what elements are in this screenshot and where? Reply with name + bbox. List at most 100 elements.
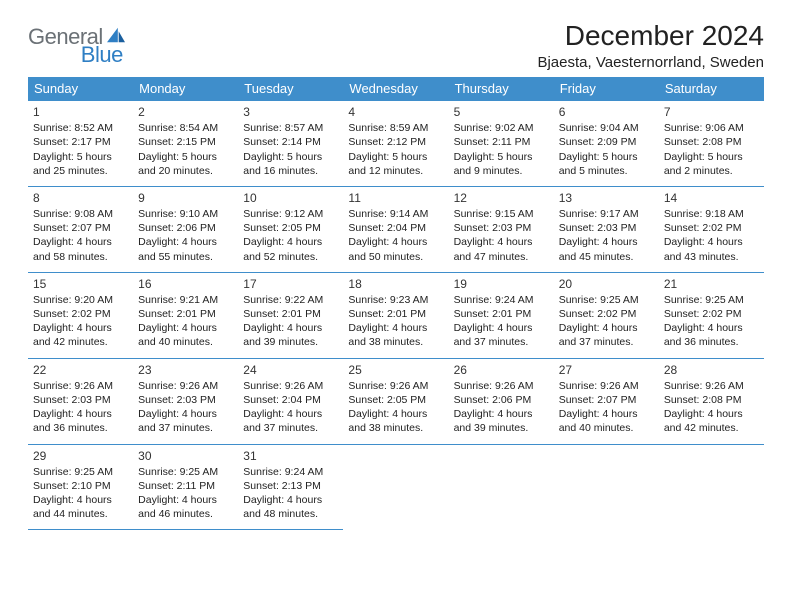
calendar-day: 19Sunrise: 9:24 AMSunset: 2:01 PMDayligh… <box>449 272 554 358</box>
calendar-day: 13Sunrise: 9:17 AMSunset: 2:03 PMDayligh… <box>554 186 659 272</box>
day-number: 28 <box>664 362 759 378</box>
calendar-day: 3Sunrise: 8:57 AMSunset: 2:14 PMDaylight… <box>238 101 343 187</box>
daylight-line: Daylight: 5 hours and 20 minutes. <box>138 150 233 178</box>
day-number: 30 <box>138 448 233 464</box>
brand-text-2: Blue <box>81 42 123 68</box>
daylight-line: Daylight: 4 hours and 58 minutes. <box>33 235 128 263</box>
day-number: 11 <box>348 190 443 206</box>
sunrise-line: Sunrise: 8:54 AM <box>138 121 233 135</box>
day-number: 25 <box>348 362 443 378</box>
day-number: 2 <box>138 104 233 120</box>
day-number: 6 <box>559 104 654 120</box>
day-number: 4 <box>348 104 443 120</box>
sunrise-line: Sunrise: 9:14 AM <box>348 207 443 221</box>
daylight-line: Daylight: 4 hours and 55 minutes. <box>138 235 233 263</box>
sunrise-line: Sunrise: 9:02 AM <box>454 121 549 135</box>
sunset-line: Sunset: 2:03 PM <box>33 393 128 407</box>
calendar-day: 7Sunrise: 9:06 AMSunset: 2:08 PMDaylight… <box>659 101 764 187</box>
sunrise-line: Sunrise: 9:06 AM <box>664 121 759 135</box>
sunrise-line: Sunrise: 9:22 AM <box>243 293 338 307</box>
sunset-line: Sunset: 2:02 PM <box>664 221 759 235</box>
day-header: Tuesday <box>238 77 343 101</box>
daylight-line: Daylight: 4 hours and 44 minutes. <box>33 493 128 521</box>
calendar-day: 14Sunrise: 9:18 AMSunset: 2:02 PMDayligh… <box>659 186 764 272</box>
sunset-line: Sunset: 2:14 PM <box>243 135 338 149</box>
sunset-line: Sunset: 2:04 PM <box>243 393 338 407</box>
calendar-week: 8Sunrise: 9:08 AMSunset: 2:07 PMDaylight… <box>28 186 764 272</box>
sunrise-line: Sunrise: 9:25 AM <box>138 465 233 479</box>
calendar-day-empty <box>554 444 659 530</box>
sunrise-line: Sunrise: 9:26 AM <box>559 379 654 393</box>
calendar-day: 31Sunrise: 9:24 AMSunset: 2:13 PMDayligh… <box>238 444 343 530</box>
calendar-day: 20Sunrise: 9:25 AMSunset: 2:02 PMDayligh… <box>554 272 659 358</box>
daylight-line: Daylight: 4 hours and 36 minutes. <box>33 407 128 435</box>
calendar-day: 5Sunrise: 9:02 AMSunset: 2:11 PMDaylight… <box>449 101 554 187</box>
calendar-day: 11Sunrise: 9:14 AMSunset: 2:04 PMDayligh… <box>343 186 448 272</box>
day-number: 14 <box>664 190 759 206</box>
calendar-day-empty <box>343 444 448 530</box>
day-number: 24 <box>243 362 338 378</box>
day-number: 20 <box>559 276 654 292</box>
sunrise-line: Sunrise: 9:26 AM <box>138 379 233 393</box>
day-number: 1 <box>33 104 128 120</box>
calendar-day: 27Sunrise: 9:26 AMSunset: 2:07 PMDayligh… <box>554 358 659 444</box>
day-number: 26 <box>454 362 549 378</box>
sunset-line: Sunset: 2:11 PM <box>454 135 549 149</box>
daylight-line: Daylight: 4 hours and 48 minutes. <box>243 493 338 521</box>
location-text: Bjaesta, Vaesternorrland, Sweden <box>537 54 764 71</box>
daylight-line: Daylight: 4 hours and 45 minutes. <box>559 235 654 263</box>
calendar-day: 2Sunrise: 8:54 AMSunset: 2:15 PMDaylight… <box>133 101 238 187</box>
calendar-day: 10Sunrise: 9:12 AMSunset: 2:05 PMDayligh… <box>238 186 343 272</box>
calendar-day: 30Sunrise: 9:25 AMSunset: 2:11 PMDayligh… <box>133 444 238 530</box>
daylight-line: Daylight: 4 hours and 37 minutes. <box>454 321 549 349</box>
daylight-line: Daylight: 4 hours and 42 minutes. <box>33 321 128 349</box>
daylight-line: Daylight: 4 hours and 39 minutes. <box>243 321 338 349</box>
title-block: December 2024 Bjaesta, Vaesternorrland, … <box>537 20 764 71</box>
sunrise-line: Sunrise: 9:25 AM <box>559 293 654 307</box>
sunrise-line: Sunrise: 9:26 AM <box>348 379 443 393</box>
sunrise-line: Sunrise: 8:59 AM <box>348 121 443 135</box>
daylight-line: Daylight: 4 hours and 50 minutes. <box>348 235 443 263</box>
day-header-row: SundayMondayTuesdayWednesdayThursdayFrid… <box>28 77 764 101</box>
calendar-week: 1Sunrise: 8:52 AMSunset: 2:17 PMDaylight… <box>28 101 764 187</box>
sunset-line: Sunset: 2:01 PM <box>138 307 233 321</box>
calendar-week: 22Sunrise: 9:26 AMSunset: 2:03 PMDayligh… <box>28 358 764 444</box>
calendar-day: 9Sunrise: 9:10 AMSunset: 2:06 PMDaylight… <box>133 186 238 272</box>
sunset-line: Sunset: 2:03 PM <box>454 221 549 235</box>
daylight-line: Daylight: 4 hours and 37 minutes. <box>243 407 338 435</box>
daylight-line: Daylight: 4 hours and 52 minutes. <box>243 235 338 263</box>
day-number: 5 <box>454 104 549 120</box>
day-number: 7 <box>664 104 759 120</box>
sunset-line: Sunset: 2:02 PM <box>33 307 128 321</box>
sunset-line: Sunset: 2:01 PM <box>243 307 338 321</box>
day-number: 27 <box>559 362 654 378</box>
day-header: Monday <box>133 77 238 101</box>
sunrise-line: Sunrise: 9:18 AM <box>664 207 759 221</box>
brand-logo: General Blue <box>28 20 171 50</box>
sunrise-line: Sunrise: 9:17 AM <box>559 207 654 221</box>
sunrise-line: Sunrise: 9:24 AM <box>243 465 338 479</box>
calendar-day: 15Sunrise: 9:20 AMSunset: 2:02 PMDayligh… <box>28 272 133 358</box>
daylight-line: Daylight: 4 hours and 39 minutes. <box>454 407 549 435</box>
calendar-day: 26Sunrise: 9:26 AMSunset: 2:06 PMDayligh… <box>449 358 554 444</box>
sunset-line: Sunset: 2:07 PM <box>559 393 654 407</box>
sunrise-line: Sunrise: 8:57 AM <box>243 121 338 135</box>
daylight-line: Daylight: 4 hours and 42 minutes. <box>664 407 759 435</box>
sunset-line: Sunset: 2:02 PM <box>559 307 654 321</box>
calendar-day: 4Sunrise: 8:59 AMSunset: 2:12 PMDaylight… <box>343 101 448 187</box>
calendar-day: 21Sunrise: 9:25 AMSunset: 2:02 PMDayligh… <box>659 272 764 358</box>
sunset-line: Sunset: 2:03 PM <box>138 393 233 407</box>
day-number: 29 <box>33 448 128 464</box>
daylight-line: Daylight: 4 hours and 40 minutes. <box>138 321 233 349</box>
day-number: 10 <box>243 190 338 206</box>
day-number: 18 <box>348 276 443 292</box>
sunset-line: Sunset: 2:06 PM <box>138 221 233 235</box>
sunrise-line: Sunrise: 9:10 AM <box>138 207 233 221</box>
calendar-day-empty <box>659 444 764 530</box>
day-header: Wednesday <box>343 77 448 101</box>
day-number: 22 <box>33 362 128 378</box>
day-number: 12 <box>454 190 549 206</box>
sunrise-line: Sunrise: 9:26 AM <box>664 379 759 393</box>
daylight-line: Daylight: 4 hours and 36 minutes. <box>664 321 759 349</box>
calendar-day: 16Sunrise: 9:21 AMSunset: 2:01 PMDayligh… <box>133 272 238 358</box>
